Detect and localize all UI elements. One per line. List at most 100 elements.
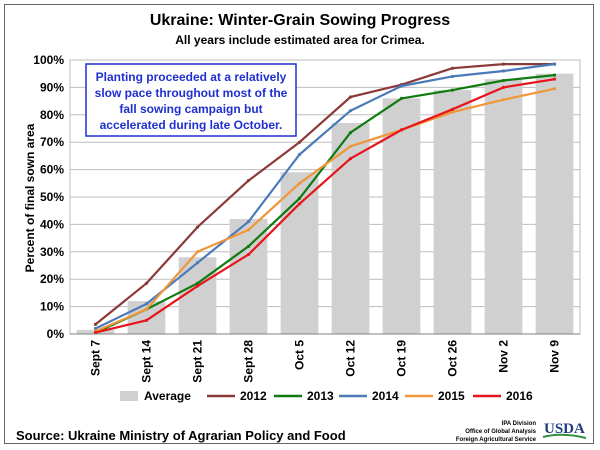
line-2014 xyxy=(95,63,555,330)
x-tick-label: Oct 5 xyxy=(293,340,307,370)
point-2016 xyxy=(552,77,557,81)
point-2014 xyxy=(348,109,353,113)
usda-logo-swoosh xyxy=(542,433,587,439)
y-tick-label: 50% xyxy=(40,190,64,204)
annotation-line: slow pace throughout most of the xyxy=(95,86,288,100)
x-tick-label: Oct 19 xyxy=(395,340,409,377)
x-tick-label: Sept 21 xyxy=(191,340,205,383)
point-2015 xyxy=(297,181,302,185)
point-2016 xyxy=(246,252,251,257)
annotation-line: Planting proceeded at a relatively xyxy=(96,70,287,84)
point-2016 xyxy=(144,318,149,322)
axes: 0% 10% 20% 30% 40% 50% 60% 70% 80% 90% 100% Sept 7 S… xyxy=(33,53,580,383)
point-2016 xyxy=(450,107,455,111)
point-2014 xyxy=(399,84,404,88)
point-2015 xyxy=(144,307,149,311)
x-tick-label: Sept 7 xyxy=(89,340,103,376)
point-2015 xyxy=(246,228,251,232)
point-2013 xyxy=(501,78,506,83)
y-tick-label: 90% xyxy=(40,80,64,94)
point-2015 xyxy=(450,110,455,114)
chart-subtitle: All years include estimated area for Cri… xyxy=(175,33,424,47)
point-2012 xyxy=(297,140,302,144)
legend-label-2015: 2015 xyxy=(438,389,465,403)
annotation-line: fall sowing campaign but xyxy=(119,102,262,116)
y-tick-label: 0% xyxy=(47,327,65,341)
legend-label-2016: 2016 xyxy=(506,389,533,403)
point-2015 xyxy=(552,87,557,91)
point-2015 xyxy=(348,144,353,148)
x-tick-label: Nov 2 xyxy=(497,340,511,373)
point-2016 xyxy=(501,85,506,89)
credit-line-1: IPA Division xyxy=(502,421,537,427)
credit-line-3: Foreign Agricultural Service xyxy=(456,437,537,443)
point-2014 xyxy=(552,62,557,66)
bar-average xyxy=(484,79,523,335)
y-tick-label: 10% xyxy=(40,300,64,314)
annotation-box: Planting proceeded at a relatively slow p… xyxy=(85,63,297,137)
y-tick-label: 70% xyxy=(40,135,64,149)
point-2012 xyxy=(144,281,149,285)
usda-credit: IPA Division Office of Global Analysis F… xyxy=(456,421,537,443)
point-2014 xyxy=(450,74,455,79)
x-tick-label: Sept 14 xyxy=(140,340,154,383)
point-2016 xyxy=(195,284,200,288)
point-2016 xyxy=(348,157,353,161)
line-series xyxy=(93,62,557,335)
point-2012 xyxy=(348,95,353,99)
point-2013 xyxy=(297,196,302,200)
source-text: Source: Ukraine Ministry of Agrarian Pol… xyxy=(16,428,346,443)
point-2013 xyxy=(399,96,404,100)
point-2016 xyxy=(399,128,404,132)
point-2012 xyxy=(246,178,251,183)
point-2014 xyxy=(501,69,506,73)
point-2014 xyxy=(144,302,149,306)
point-2012 xyxy=(450,66,455,70)
y-axis-label: Percent of final sown area xyxy=(23,123,37,272)
legend-label-average: Average xyxy=(144,389,191,403)
legend-label-2013: 2013 xyxy=(307,389,334,403)
point-2014 xyxy=(195,261,200,265)
point-2014 xyxy=(297,152,302,157)
bar-average xyxy=(535,73,574,334)
line-2012 xyxy=(94,62,555,326)
x-tick-label: Oct 26 xyxy=(446,340,460,377)
point-2014 xyxy=(246,220,251,224)
legend: Average 2012 2013 2014 2015 2016 xyxy=(120,389,533,403)
y-tick-label: 100% xyxy=(33,53,64,67)
point-2016 xyxy=(297,202,302,206)
x-tick-label: Nov 9 xyxy=(548,340,562,373)
bar-average xyxy=(229,218,268,334)
point-2013 xyxy=(450,88,455,92)
point-2014 xyxy=(93,326,98,331)
point-2013 xyxy=(195,281,200,285)
y-tick-label: 40% xyxy=(40,217,64,231)
point-2012 xyxy=(501,62,506,66)
annotation-border xyxy=(85,63,297,137)
point-2013 xyxy=(552,73,557,77)
x-tick-label: Sept 28 xyxy=(242,340,256,383)
line-2015 xyxy=(95,87,555,333)
bar-average xyxy=(127,301,166,334)
bar-average xyxy=(433,90,472,334)
point-2016 xyxy=(93,331,98,335)
point-2015 xyxy=(195,250,200,254)
y-tick-label: 30% xyxy=(40,245,64,259)
usda-logo: USDA xyxy=(542,421,587,439)
y-tick-label: 80% xyxy=(40,108,64,122)
point-2012 xyxy=(93,322,98,327)
legend-label-2014: 2014 xyxy=(372,389,399,403)
chart-title: Ukraine: Winter-Grain Sowing Progress xyxy=(150,12,450,29)
y-tick-label: 60% xyxy=(40,163,64,177)
y-tick-label: 20% xyxy=(40,272,64,286)
point-2015 xyxy=(501,98,506,102)
legend-swatch-average xyxy=(120,391,138,401)
x-tick-label: Oct 12 xyxy=(344,340,358,377)
legend-label-2012: 2012 xyxy=(240,389,267,403)
credit-line-2: Office of Global Analysis xyxy=(465,429,536,435)
line-2016 xyxy=(95,78,555,334)
point-2013 xyxy=(246,244,251,248)
point-2012 xyxy=(195,225,200,229)
annotation-line: accelerated during late October. xyxy=(100,118,283,132)
